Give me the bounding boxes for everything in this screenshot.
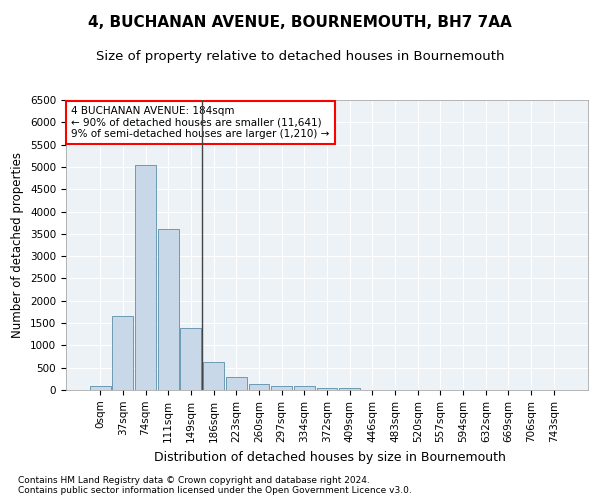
Bar: [271, 386, 292, 390]
Bar: [135, 164, 156, 390]
Text: Distribution of detached houses by size in Bournemouth: Distribution of detached houses by size …: [154, 451, 506, 464]
Bar: [203, 362, 224, 390]
Bar: [226, 377, 247, 390]
Y-axis label: Number of detached properties: Number of detached properties: [11, 152, 25, 338]
Bar: [294, 386, 315, 390]
Text: Contains public sector information licensed under the Open Government Licence v3: Contains public sector information licen…: [18, 486, 412, 495]
Text: Contains HM Land Registry data © Crown copyright and database right 2024.: Contains HM Land Registry data © Crown c…: [18, 476, 370, 485]
Text: 4 BUCHANAN AVENUE: 184sqm
← 90% of detached houses are smaller (11,641)
9% of se: 4 BUCHANAN AVENUE: 184sqm ← 90% of detac…: [71, 106, 329, 139]
Bar: [248, 384, 269, 390]
Bar: [112, 316, 133, 390]
Bar: [181, 328, 202, 390]
Bar: [317, 388, 337, 390]
Bar: [158, 230, 179, 390]
Bar: [90, 386, 110, 390]
Text: 4, BUCHANAN AVENUE, BOURNEMOUTH, BH7 7AA: 4, BUCHANAN AVENUE, BOURNEMOUTH, BH7 7AA: [88, 15, 512, 30]
Text: Size of property relative to detached houses in Bournemouth: Size of property relative to detached ho…: [96, 50, 504, 63]
Bar: [339, 388, 360, 390]
